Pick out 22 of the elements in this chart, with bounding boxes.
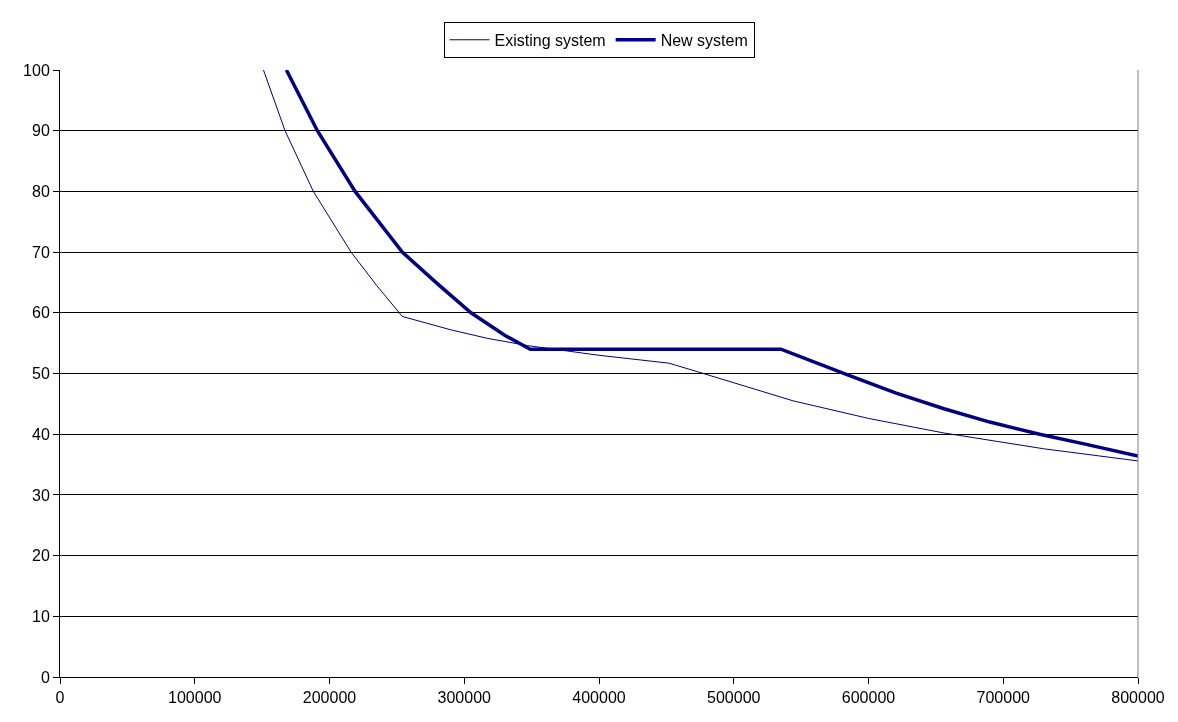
x-tick-label: 600000 bbox=[841, 689, 896, 707]
y-tick-label: 50 bbox=[32, 365, 50, 383]
y-tick-label: 80 bbox=[32, 183, 50, 200]
x-tick-label: 700000 bbox=[976, 689, 1031, 707]
x-tick-label: 500000 bbox=[707, 689, 761, 707]
x-tick-label: 200000 bbox=[302, 689, 357, 707]
x-tick-label: 800000 bbox=[1111, 689, 1165, 707]
legend-label: New system bbox=[660, 32, 748, 49]
y-tick-label: 40 bbox=[32, 425, 50, 443]
y-tick-label: 60 bbox=[32, 304, 50, 322]
x-tick-label: 300000 bbox=[437, 689, 492, 707]
y-tick-label: 20 bbox=[32, 547, 50, 565]
x-tick-label: 400000 bbox=[572, 689, 626, 707]
y-tick-label: 10 bbox=[32, 607, 50, 625]
legend-label: Existing system bbox=[494, 32, 606, 49]
y-tick-label: 0 bbox=[40, 668, 50, 686]
y-tick-label: 70 bbox=[32, 243, 50, 261]
y-tick-label: 30 bbox=[32, 486, 50, 504]
x-tick-label: 0 bbox=[55, 689, 65, 707]
y-tick-label: 100 bbox=[23, 61, 50, 79]
y-tick-label: 90 bbox=[32, 122, 50, 140]
x-tick-label: 100000 bbox=[168, 689, 222, 707]
